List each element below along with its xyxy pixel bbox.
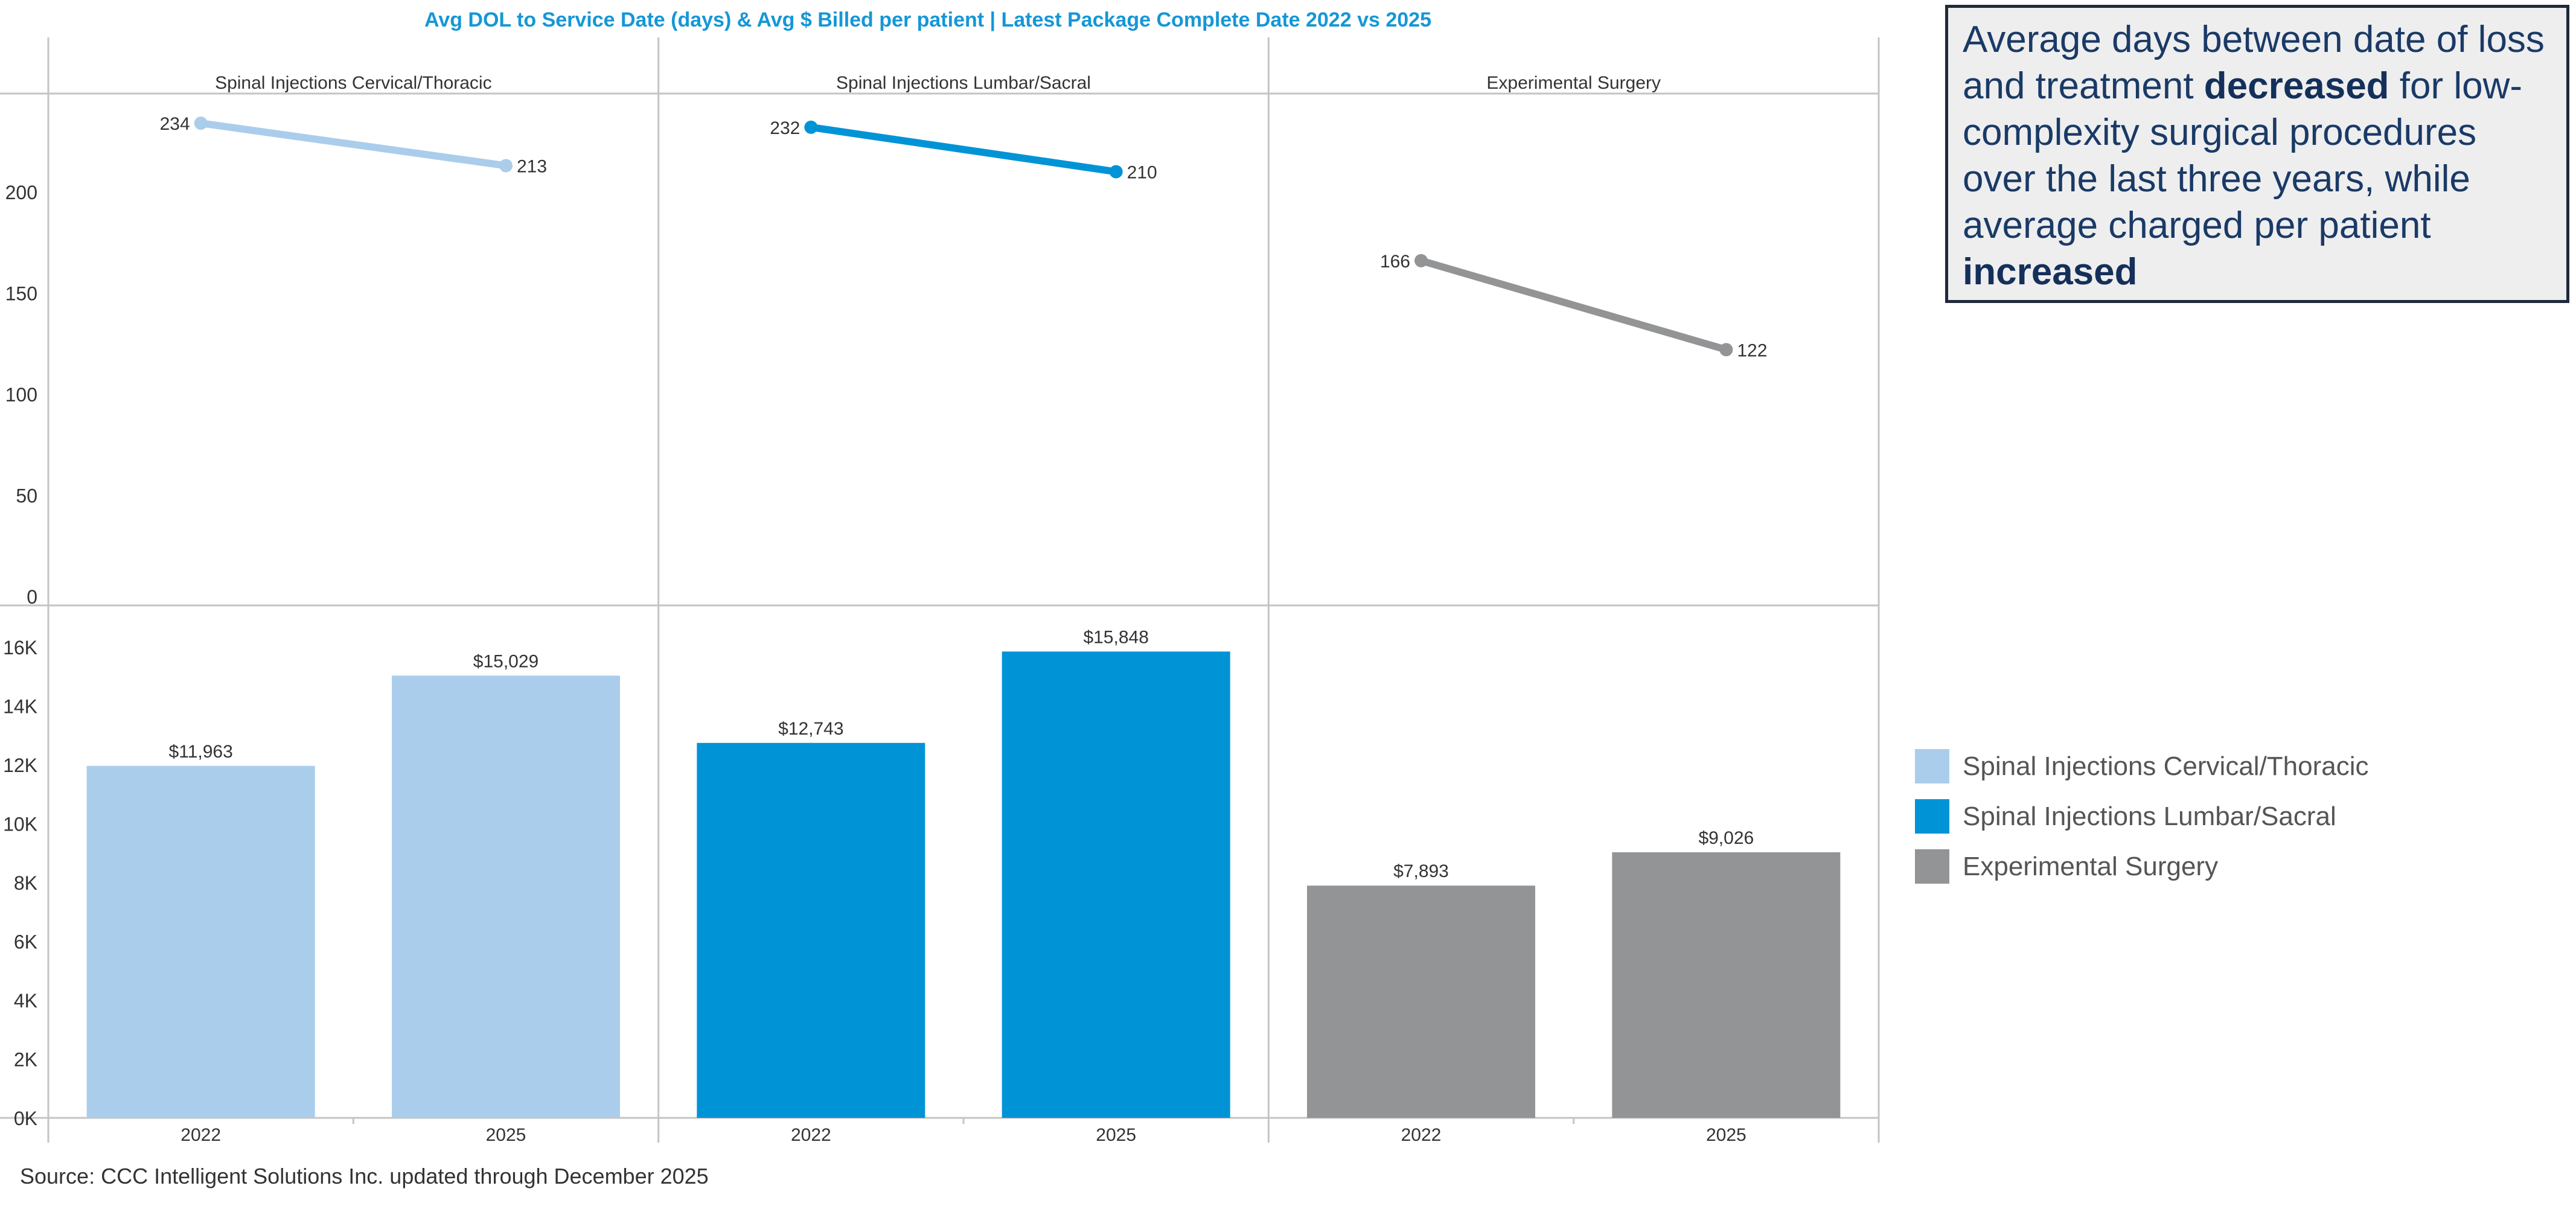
days-label-spinal-injections-lumbar-sacral-2022: 232 [770, 118, 800, 138]
days-axis-tick-50: 50 [16, 485, 37, 507]
days-point-spinal-injections-cervical-thoracic-2022 [194, 116, 208, 130]
x-tick-spinal-injections-lumbar-sacral-2025: 2025 [1096, 1125, 1136, 1145]
bar-label-spinal-injections-lumbar-sacral-2025: $15,848 [1083, 627, 1148, 647]
days-line-spinal-injections-lumbar-sacral [807, 123, 1120, 176]
panel-header-experimental-surgery: Experimental Surgery [1486, 73, 1660, 93]
legend-item-experimental[interactable]: Experimental Surgery [1915, 841, 2369, 892]
callout-text-1: Average days between date of loss and tr… [1963, 19, 2545, 107]
billed-axis-tick-0K: 0K [14, 1108, 37, 1129]
legend-item-lumbar[interactable]: Spinal Injections Lumbar/Sacral [1915, 791, 2369, 841]
bar-spinal-injections-cervical-thoracic-2022 [86, 765, 315, 1118]
billed-axis-tick-8K: 8K [14, 872, 37, 894]
x-tick-experimental-surgery-2025: 2025 [1706, 1125, 1747, 1145]
billed-axis-tick-2K: 2K [14, 1049, 37, 1071]
billed-axis-tick-14K: 14K [3, 696, 37, 718]
days-line-experimental-surgery [1417, 257, 1730, 354]
days-point-spinal-injections-lumbar-sacral-2025 [1109, 165, 1123, 179]
legend-label-cervical: Spinal Injections Cervical/Thoracic [1963, 751, 2369, 781]
callout-text-2: for low-complexity surgical procedures o… [1963, 65, 2523, 246]
days-axis-tick-0: 0 [27, 586, 37, 608]
days-point-experimental-surgery-2022 [1414, 254, 1428, 267]
bar-label-spinal-injections-lumbar-sacral-2022: $12,743 [778, 719, 843, 739]
bar-spinal-injections-cervical-thoracic-2025 [392, 675, 620, 1118]
billed-axis-tick-12K: 12K [3, 755, 37, 776]
bar-spinal-injections-lumbar-sacral-2022 [697, 742, 925, 1118]
billed-axis-tick-4K: 4K [14, 990, 37, 1012]
days-label-experimental-surgery-2022: 166 [1380, 252, 1410, 272]
legend-item-cervical[interactable]: Spinal Injections Cervical/Thoracic [1915, 741, 2369, 791]
callout-bold-decreased: decreased [2204, 65, 2389, 107]
legend-label-lumbar: Spinal Injections Lumbar/Sacral [1963, 801, 2336, 831]
billed-axis-tick-16K: 16K [3, 637, 37, 659]
billed-axis-tick-10K: 10K [3, 814, 37, 835]
days-point-spinal-injections-lumbar-sacral-2022 [804, 120, 818, 134]
legend-swatch-experimental [1915, 849, 1949, 884]
panel-header-spinal-injections-lumbar-sacral: Spinal Injections Lumbar/Sacral [836, 73, 1091, 93]
chart-title: Avg DOL to Service Date (days) & Avg $ B… [424, 8, 1431, 31]
bar-label-spinal-injections-cervical-thoracic-2022: $11,963 [169, 742, 233, 762]
panel-header-spinal-injections-cervical-thoracic: Spinal Injections Cervical/Thoracic [215, 73, 492, 93]
source-note: Source: CCC Intelligent Solutions Inc. u… [20, 1164, 709, 1188]
days-label-spinal-injections-cervical-thoracic-2022: 234 [160, 114, 190, 134]
legend-swatch-lumbar [1915, 799, 1949, 834]
bar-experimental-surgery-2025 [1612, 852, 1841, 1118]
days-axis-tick-150: 150 [5, 283, 37, 305]
bar-spinal-injections-lumbar-sacral-2025 [1002, 651, 1230, 1118]
bar-experimental-surgery-2022 [1307, 885, 1535, 1118]
days-point-spinal-injections-cervical-thoracic-2025 [499, 159, 513, 173]
days-axis-tick-200: 200 [5, 182, 37, 203]
days-line-spinal-injections-cervical-thoracic [197, 120, 510, 170]
x-tick-spinal-injections-lumbar-sacral-2022: 2022 [791, 1125, 831, 1145]
days-label-spinal-injections-cervical-thoracic-2025: 213 [517, 156, 547, 176]
bar-label-experimental-surgery-2022: $7,893 [1393, 861, 1449, 881]
days-label-spinal-injections-lumbar-sacral-2025: 210 [1127, 163, 1157, 183]
x-tick-spinal-injections-cervical-thoracic-2025: 2025 [486, 1125, 526, 1145]
legend: Spinal Injections Cervical/Thoracic Spin… [1915, 741, 2369, 892]
billed-axis-tick-6K: 6K [14, 931, 37, 953]
x-tick-spinal-injections-cervical-thoracic-2022: 2022 [181, 1125, 221, 1145]
bar-label-spinal-injections-cervical-thoracic-2025: $15,029 [473, 651, 539, 671]
legend-label-experimental: Experimental Surgery [1963, 851, 2219, 881]
days-axis-tick-100: 100 [5, 384, 37, 406]
days-label-experimental-surgery-2025: 122 [1737, 340, 1767, 360]
legend-swatch-cervical [1915, 749, 1949, 783]
insight-callout: Average days between date of loss and tr… [1945, 5, 2569, 303]
callout-bold-increased: increased [1963, 251, 2138, 293]
chart: Avg DOL to Service Date (days) & Avg $ B… [0, 8, 1880, 1145]
days-point-experimental-surgery-2025 [1719, 343, 1733, 357]
x-tick-experimental-surgery-2022: 2022 [1401, 1125, 1442, 1145]
bar-label-experimental-surgery-2025: $9,026 [1698, 828, 1754, 848]
